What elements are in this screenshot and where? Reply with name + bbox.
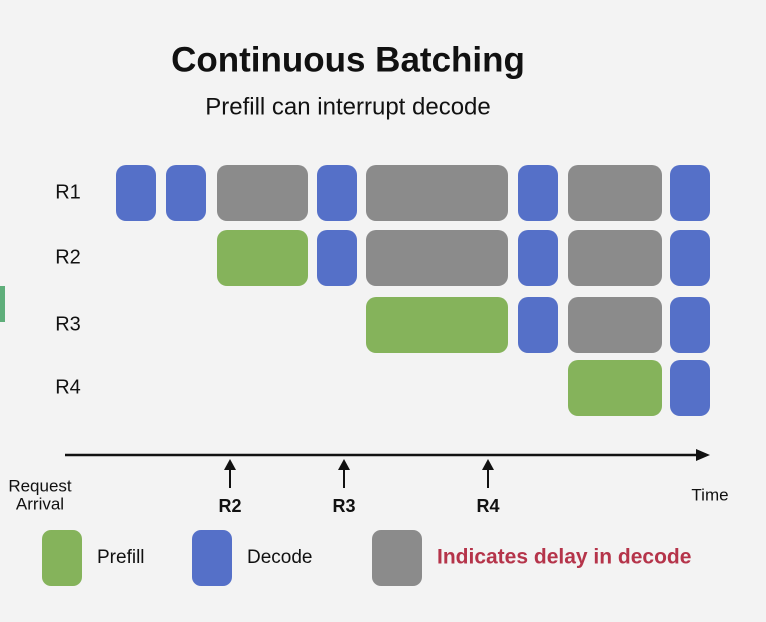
legend-prefill: Prefill: [97, 547, 145, 568]
decode-block: [116, 165, 156, 221]
decode-block: [670, 360, 710, 416]
arrival-arrowhead: [482, 459, 494, 470]
delay-block: [568, 230, 662, 286]
decode-block: [317, 230, 357, 286]
legend-prefill-swatch: [42, 530, 82, 586]
prefill-block: [217, 230, 308, 286]
delay-block: [568, 297, 662, 353]
subtitle: Prefill can interrupt decode: [205, 93, 491, 120]
edge-fragment: [0, 286, 5, 322]
row-label: R4: [55, 376, 81, 398]
legend-decode-swatch: [192, 530, 232, 586]
decode-block: [166, 165, 206, 221]
decode-block: [670, 230, 710, 286]
prefill-block: [568, 360, 662, 416]
arrival-label: R3: [332, 496, 355, 516]
axis-start-label: Arrival: [16, 494, 64, 513]
arrival-arrowhead: [338, 459, 350, 470]
delay-block: [568, 165, 662, 221]
title: Continuous Batching: [171, 40, 525, 79]
axis-arrowhead: [696, 449, 710, 461]
legend-delay: Indicates delay in decode: [437, 546, 691, 569]
decode-block: [670, 165, 710, 221]
axis-start-label: Request: [8, 476, 72, 495]
prefill-block: [366, 297, 508, 353]
delay-block: [217, 165, 308, 221]
arrival-label: R2: [218, 496, 241, 516]
decode-block: [317, 165, 357, 221]
decode-block: [518, 165, 558, 221]
decode-block: [518, 230, 558, 286]
row-label: R3: [55, 313, 81, 335]
delay-block: [366, 165, 508, 221]
row-label: R2: [55, 246, 81, 268]
legend-delay-swatch: [372, 530, 422, 586]
decode-block: [518, 297, 558, 353]
arrival-arrowhead: [224, 459, 236, 470]
arrival-label: R4: [476, 496, 499, 516]
blocks: [116, 165, 710, 416]
delay-block: [366, 230, 508, 286]
row-label: R1: [55, 181, 81, 203]
decode-block: [670, 297, 710, 353]
legend-decode: Decode: [247, 547, 313, 568]
axis-end-label: Time: [691, 485, 728, 504]
